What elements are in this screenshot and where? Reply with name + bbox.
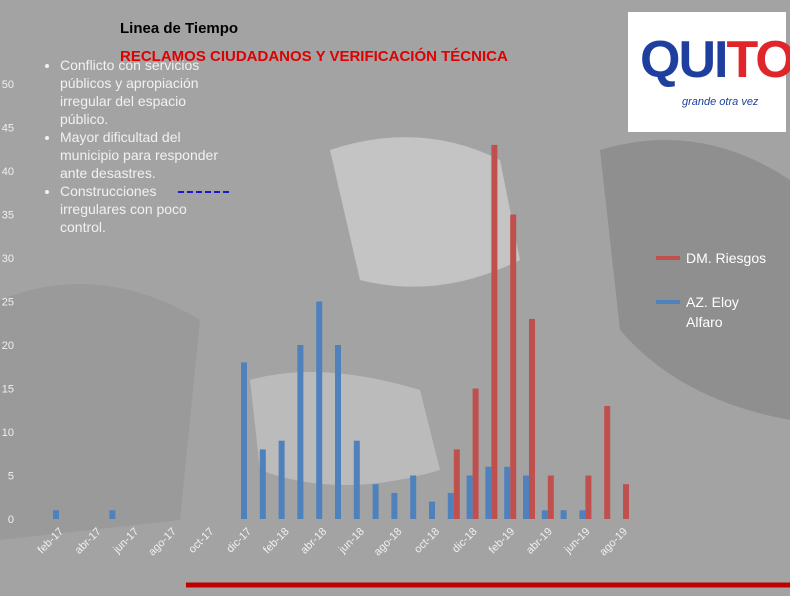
- y-tick-label: 20: [2, 340, 14, 352]
- y-tick-label: 35: [2, 210, 14, 222]
- bar: [604, 405, 611, 519]
- bar: [453, 449, 460, 519]
- note: Mayor dificultad del municipio para resp…: [60, 128, 220, 182]
- bar: [278, 440, 285, 519]
- bar: [529, 318, 535, 519]
- bar: [241, 362, 247, 519]
- bar: [316, 301, 323, 519]
- y-tick-label: 10: [2, 427, 14, 439]
- bar: [547, 475, 554, 519]
- bar: [623, 484, 629, 519]
- bar: [504, 466, 511, 519]
- legend-label: AZ. Eloy Alfaro: [686, 294, 739, 330]
- bar: [353, 440, 360, 519]
- y-tick-label: 25: [2, 297, 14, 309]
- logo: QUITO grande otra vez: [628, 12, 790, 132]
- logo-mark: QUITO: [640, 31, 790, 89]
- y-tick-label: 5: [8, 471, 14, 483]
- y-tick-label: 30: [2, 253, 14, 265]
- bar: [510, 214, 517, 519]
- bar: [410, 475, 417, 519]
- y-tick-label: 15: [2, 384, 14, 396]
- bar: [466, 475, 473, 519]
- bar: [491, 144, 498, 519]
- bar: [523, 475, 529, 519]
- bar: [585, 475, 592, 519]
- bar: [485, 466, 492, 519]
- logo-tagline: grande otra vez: [682, 96, 759, 108]
- bar: [541, 510, 548, 519]
- bar: [579, 510, 586, 519]
- y-tick-label: 0: [8, 514, 14, 526]
- legend-label: DM. Riesgos: [686, 250, 767, 266]
- bar: [109, 510, 116, 519]
- y-tick-label: 50: [2, 79, 14, 91]
- bar: [372, 484, 379, 519]
- note: Construcciones irregulares con poco cont…: [60, 182, 220, 236]
- bar: [429, 501, 435, 519]
- bar: [259, 449, 266, 519]
- bar: [53, 510, 59, 519]
- bar: [335, 345, 341, 519]
- title: Linea de Tiempo: [120, 20, 239, 37]
- bar: [472, 388, 479, 519]
- note: Conflicto con servicios públicos y aprop…: [60, 56, 220, 128]
- bar: [560, 510, 567, 519]
- y-tick-label: 45: [2, 123, 14, 135]
- notes: Conflicto con servicios públicos y aprop…: [46, 56, 220, 236]
- bar: [391, 492, 398, 519]
- subtitle: RECLAMOS CIUDADANOS Y VERIFICACIÓN TÉCNI…: [120, 48, 508, 65]
- bar: [447, 492, 454, 519]
- bar: [297, 345, 304, 519]
- y-tick-label: 40: [2, 166, 14, 178]
